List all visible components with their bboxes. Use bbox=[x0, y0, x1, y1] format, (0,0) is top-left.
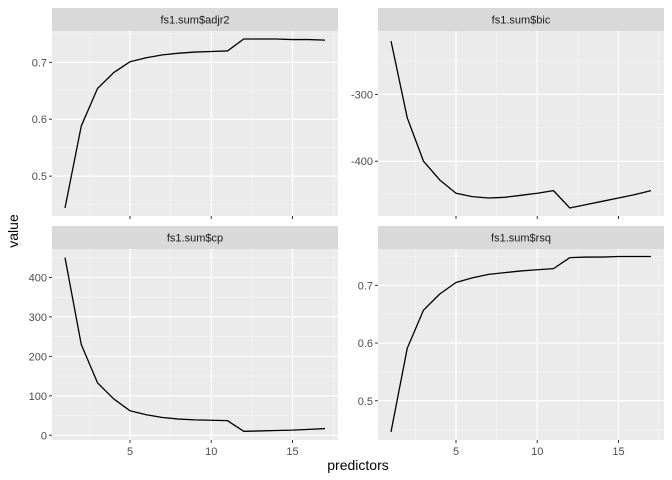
y-tick-label: -400 bbox=[351, 156, 373, 168]
x-tick-label: 10 bbox=[205, 446, 217, 458]
x-tick-label: 5 bbox=[127, 446, 133, 458]
y-tick-label: 0.6 bbox=[32, 114, 47, 126]
y-tick-label: 200 bbox=[29, 351, 47, 363]
panel-background bbox=[378, 31, 664, 216]
panel-background bbox=[378, 249, 664, 440]
y-tick-label: 100 bbox=[29, 391, 47, 403]
y-tick-label: 0.5 bbox=[358, 396, 373, 408]
facet-strip bbox=[378, 226, 664, 249]
y-tick-label: 0.7 bbox=[358, 280, 373, 292]
facet-panel: fs1.sum$adjr2 0.5 0.6 0.7 bbox=[32, 8, 338, 219]
facet-panel: fs1.sum$cp 0 100 200 300 400 5 10 15 bbox=[29, 226, 338, 458]
series-line bbox=[64, 257, 326, 432]
y-tick-label: 0.7 bbox=[32, 57, 47, 69]
y-tick-label: 0.5 bbox=[32, 171, 47, 183]
facet-panels: fs1.sum$adjr2 0.5 0.6 0.7 fs1.sum$bic -400 -30… bbox=[29, 8, 664, 458]
facet-strip-title: fs1.sum$adjr2 bbox=[160, 15, 229, 27]
facet-strip bbox=[52, 226, 338, 249]
y-axis-title: value bbox=[5, 214, 21, 248]
y-tick-label: 400 bbox=[29, 272, 47, 284]
x-tick-label: 10 bbox=[531, 446, 543, 458]
facet-panel: fs1.sum$bic -400 -300 bbox=[351, 8, 664, 219]
facet-strip bbox=[52, 8, 338, 31]
panel-background bbox=[52, 249, 338, 440]
y-tick-label: -300 bbox=[351, 89, 373, 101]
y-tick-label: 0 bbox=[41, 430, 47, 442]
facet-panel: fs1.sum$rsq 0.5 0.6 0.7 5 10 15 bbox=[358, 226, 664, 458]
x-tick-label: 5 bbox=[453, 446, 459, 458]
series-line bbox=[64, 38, 326, 209]
facet-strip-title: fs1.sum$rsq bbox=[491, 233, 551, 245]
y-tick-label: 300 bbox=[29, 312, 47, 324]
facet-strip-title: fs1.sum$cp bbox=[167, 233, 223, 245]
facet-strip-title: fs1.sum$bic bbox=[492, 15, 551, 27]
x-axis-title: predictors bbox=[327, 457, 388, 473]
facet-strip bbox=[378, 8, 664, 31]
x-tick-label: 15 bbox=[286, 446, 298, 458]
series-line bbox=[390, 40, 652, 209]
panel-background bbox=[52, 31, 338, 216]
x-tick-label: 15 bbox=[612, 446, 624, 458]
series-line bbox=[390, 255, 651, 433]
y-tick-label: 0.6 bbox=[358, 338, 373, 350]
